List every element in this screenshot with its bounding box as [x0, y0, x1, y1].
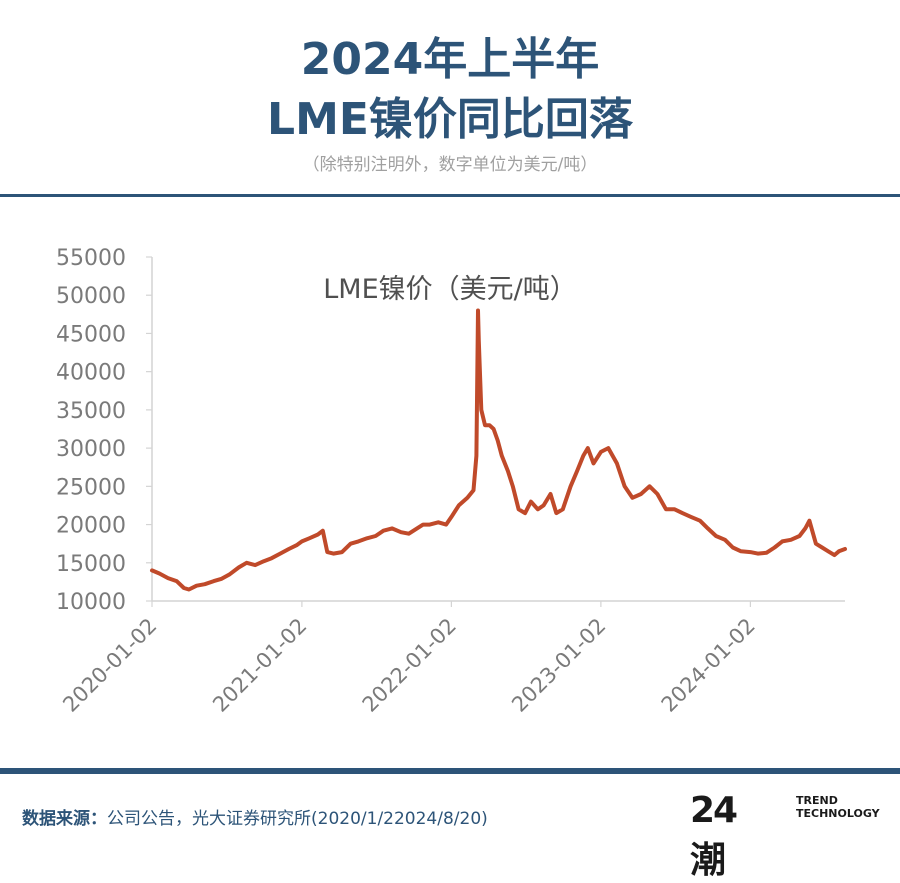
- y-tick-label: 55000: [56, 246, 126, 271]
- y-tick-label: 25000: [56, 475, 126, 500]
- y-tick-label: 35000: [56, 399, 126, 424]
- nickel-price-chart: 10000 15000 20000 25000 30000 35000 40000 45000…: [56, 246, 847, 717]
- logo-wordmark: TREND TECHNOLOGY: [796, 794, 880, 820]
- top-divider: [0, 194, 900, 197]
- source-footer: 数据来源：公司公告，光大证券研究所(2020/1/22024/8/20): [22, 804, 488, 829]
- title-line-2: LME镍价同比回落: [267, 94, 633, 145]
- logo-line-2: TECHNOLOGY: [796, 807, 880, 820]
- y-tick-label: 45000: [56, 322, 126, 347]
- x-tick-label: 2020-01-02: [58, 614, 161, 717]
- x-tick-label: 2024-01-02: [657, 614, 760, 717]
- subtitle: （除特别注明外，数字单位为美元/吨）: [302, 155, 598, 175]
- series-line-lme-nickel: [150, 308, 847, 592]
- x-tick-label: 2021-01-02: [208, 614, 311, 717]
- title-line-1: 2024年上半年: [300, 34, 600, 85]
- logo-line-1: TREND: [796, 794, 838, 807]
- x-tick-label: 2022-01-02: [358, 614, 461, 717]
- source-text: 公司公告，光大证券研究所(2020/1/22024/8/20): [107, 809, 488, 829]
- y-tick-label: 40000: [56, 361, 126, 386]
- y-tick-label: 10000: [56, 590, 126, 615]
- y-tick-label: 15000: [56, 552, 126, 577]
- logo-mark: 24潮: [690, 790, 738, 881]
- source-label: 数据来源：: [22, 809, 107, 829]
- x-tick-label: 2023-01-02: [507, 614, 610, 717]
- chart-title: LME镍价（美元/吨）: [323, 274, 577, 305]
- y-tick-label: 20000: [56, 514, 126, 539]
- bottom-divider: [0, 768, 900, 774]
- y-tick-label: 50000: [56, 284, 126, 309]
- y-tick-label: 30000: [56, 437, 126, 462]
